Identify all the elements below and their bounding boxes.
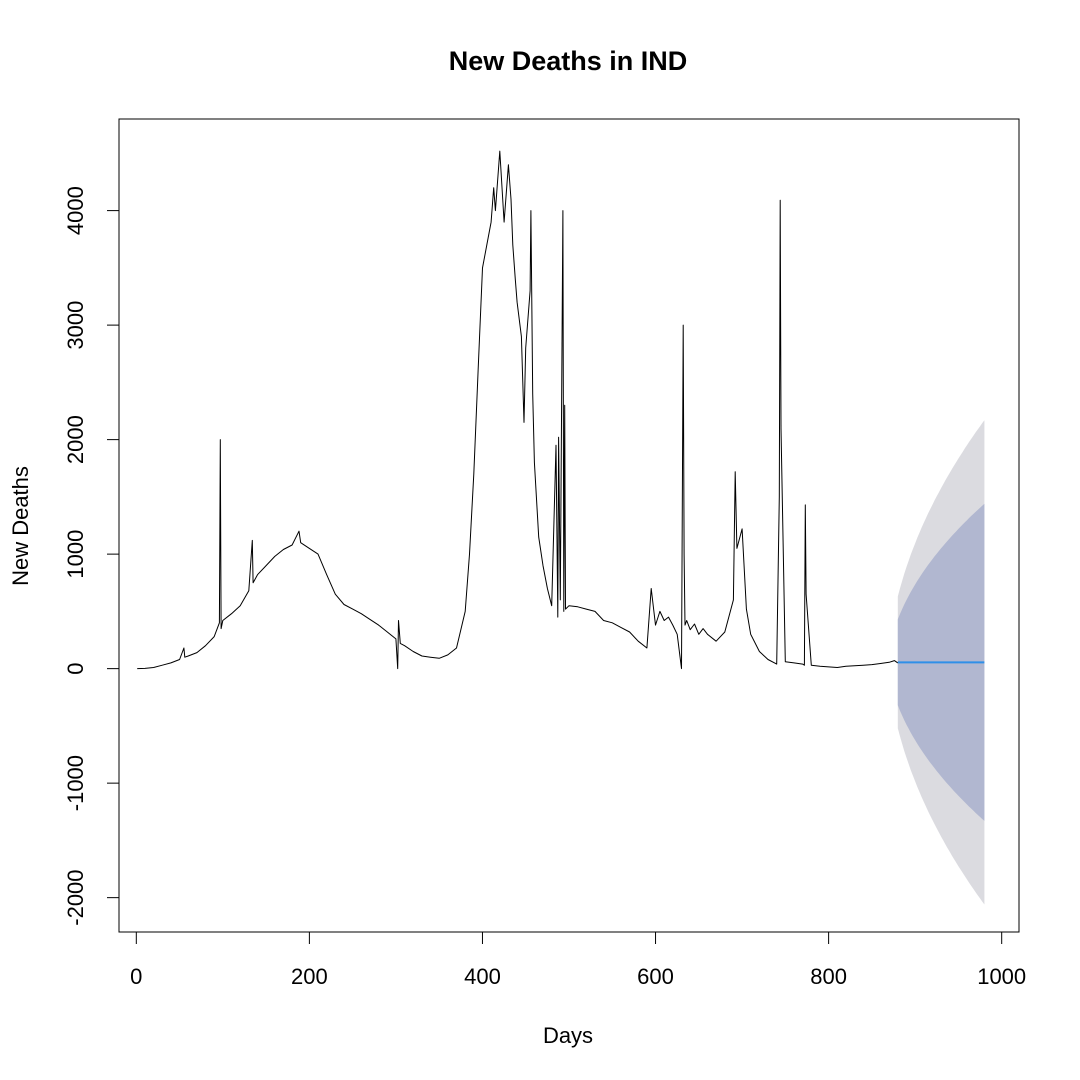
axes-layer: 0 200 400 600 800 1000 -2000 -1000 0 1000 2000 3000… — [63, 186, 1026, 989]
x-tick-label: 1000 — [977, 964, 1026, 989]
y-axis-label: New Deaths — [8, 466, 33, 586]
y-tick-label: 4000 — [63, 186, 88, 235]
y-tick-label: 2000 — [63, 415, 88, 464]
x-tick-label: 800 — [810, 964, 847, 989]
x-tick-label: 600 — [637, 964, 674, 989]
x-tick-label: 400 — [464, 964, 501, 989]
plot-layer — [137, 150, 985, 905]
y-tick-label: 3000 — [63, 301, 88, 350]
x-axis-label: Days — [543, 1023, 593, 1048]
observed-series-line — [137, 150, 899, 670]
y-tick-label: -2000 — [63, 869, 88, 925]
x-tick-label: 200 — [291, 964, 328, 989]
y-tick-label: -1000 — [63, 755, 88, 811]
plot-frame — [118, 118, 1020, 933]
y-tick-label: 1000 — [63, 530, 88, 579]
y-tick-label: 0 — [63, 662, 88, 674]
chart-title: New Deaths in IND — [449, 46, 688, 76]
x-tick-label: 0 — [130, 964, 142, 989]
